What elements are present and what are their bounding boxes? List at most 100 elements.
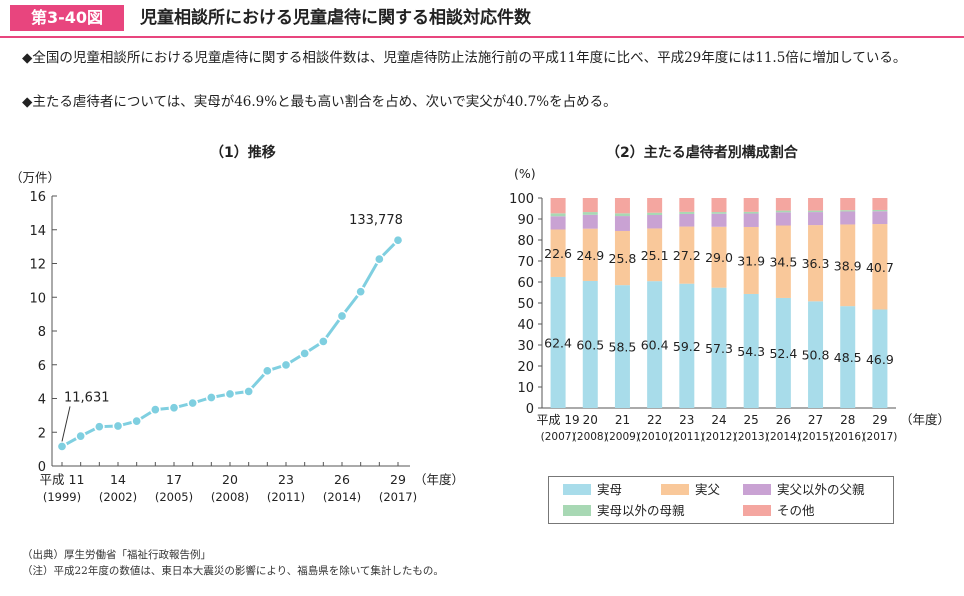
legend-swatch [563,505,591,516]
legend-swatch [661,484,689,495]
x-tick-year: (2014) [323,490,361,504]
header-divider [0,36,964,38]
bar-segment [582,214,598,229]
bar-segment [711,213,727,227]
bar-segment [808,301,824,408]
x-tick-label: 28 [840,413,855,427]
bullet-mark: ◆ [22,94,33,110]
y-tick-label: 60 [517,276,534,291]
bar-segment [775,225,791,298]
bar-segment [582,228,598,281]
summary-text-1: 全国の児童相談所における児童虐待に関する相談件数は、児童虐待防止法施行前の平成1… [32,50,907,66]
figure-title: 児童相談所における児童虐待に関する相談対応件数 [140,8,531,28]
x-tick-year: (2008) [573,431,608,443]
x-tick-label: 27 [808,413,823,427]
x-tick-label: 平成 19 [537,413,580,427]
legend-label: 実父以外の父親 [777,482,865,497]
bullet-mark: ◆ [22,50,33,66]
data-label: 50.8 [802,348,830,363]
y-tick-label: 20 [517,360,534,375]
figure-badge: 第3-40図 [10,5,124,31]
data-point [317,336,329,347]
bar-segment [808,225,824,302]
y-tick-label: 100 [509,192,534,207]
x-tick-label: 29 [872,413,887,427]
bar-segment [679,198,695,212]
legend-label: その他 [777,503,815,518]
bar-segment [679,211,695,214]
x-tick-label: 20 [222,472,238,487]
bar-segment [582,198,598,213]
bar-segment [743,293,759,408]
bar-chart-legend: 実母 実父 実父以外の父親 実母以外の母親 その他 [548,476,894,524]
data-point [93,421,105,433]
x-tick-label: 20 [583,413,598,427]
data-point [224,388,236,400]
x-tick-year: (2016) [830,431,865,443]
data-label: 52.4 [769,346,797,361]
data-point [187,397,199,409]
y-tick-label: 40 [517,318,534,333]
header: 第3-40図 児童相談所における児童虐待に関する相談対応件数 [0,0,964,34]
legend-swatch [743,484,771,495]
x-tick-label: 26 [334,472,350,487]
y-tick-label: 70 [517,255,534,270]
data-point [243,386,255,397]
x-tick-year: (2005) [155,490,193,504]
bar-segment [711,287,727,408]
x-tick-label: 23 [278,472,294,487]
bar-segment [550,276,566,408]
x-tick-year: (2011) [267,490,305,504]
data-label: 25.1 [641,248,669,263]
x-axis-label: （年度） [900,412,950,427]
bar-segment [679,213,695,227]
data-point [149,404,161,415]
x-tick-year: (2007) [541,431,576,443]
bar-segment [647,281,663,408]
x-tick-year: (2002) [99,490,137,504]
bar-segment [840,198,856,211]
data-label: 38.9 [834,258,862,273]
bar-segment [647,228,663,282]
x-tick-year: (2017) [862,431,897,443]
annotation-label: 11,631 [64,390,110,405]
bar-segment [550,213,566,217]
bar-segment [872,198,888,210]
data-label: 34.5 [769,255,797,270]
legend-label: 実父 [695,482,721,497]
x-tick-year: (2017) [379,490,417,504]
bar-segment [872,209,888,212]
data-point [280,359,292,371]
data-point [75,430,87,442]
data-label: 24.9 [576,248,604,263]
x-tick-year: (2011) [669,431,704,443]
x-tick-label: 23 [679,413,694,427]
y-tick-label: 4 [38,393,46,408]
x-tick-label: 21 [615,413,630,427]
data-label: 60.5 [576,337,604,352]
x-tick-label: 14 [110,472,126,487]
bar-chart-title: （2）主たる虐待者別構成割合 [606,145,798,161]
source-note: （出典）厚生労働省「福祉行政報告例」 [22,549,211,561]
bar-segment [582,280,598,408]
bar-segment [872,309,888,408]
data-label: 59.2 [673,339,701,354]
bar-segment [647,198,663,213]
data-label: 29.0 [705,250,733,265]
data-label: 54.3 [737,344,765,359]
legend-label: 実母以外の母親 [597,503,685,518]
y-tick-label: 2 [38,426,46,441]
bar-segment [550,198,566,214]
annotation-leader [61,406,71,442]
data-point [56,441,68,452]
data-label: 40.7 [866,260,894,275]
annotation-label: 133,778 [349,213,403,228]
legend-swatch [743,505,771,516]
bar-segment [679,283,695,408]
legend-label: 実母 [597,482,623,497]
y-tick-label: 14 [29,224,46,239]
bar-segment [711,198,727,213]
x-tick-year: (2010) [637,431,672,443]
x-tick-label: 29 [390,472,406,487]
bar-segment [614,198,630,214]
